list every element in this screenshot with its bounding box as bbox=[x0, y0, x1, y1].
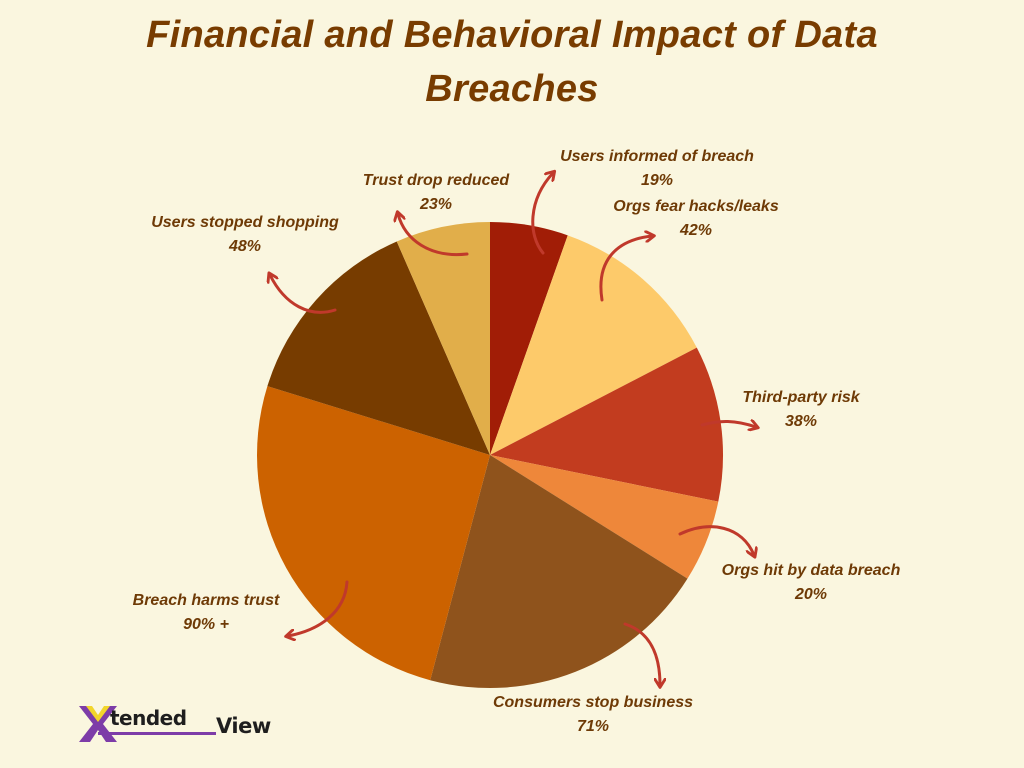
arrow-orgs-fear bbox=[599, 236, 652, 302]
pie-slices bbox=[257, 222, 723, 689]
label-users-stopped: Users stopped shopping 48% bbox=[151, 214, 339, 255]
label-orgs-hit: Orgs hit by data breach 20% bbox=[721, 562, 901, 603]
arrow-breach-harms bbox=[288, 580, 349, 636]
pie-slice-users-stopped-shopping bbox=[267, 241, 490, 455]
brand-name-part1: tended bbox=[110, 706, 187, 730]
brand-name-part2: View bbox=[216, 714, 271, 738]
callout-arrows bbox=[270, 173, 756, 685]
label-trust-drop: Trust drop reduced 23% bbox=[362, 172, 510, 213]
pie-slice-breach-harms-trust bbox=[257, 386, 490, 681]
label-third-party: Third-party risk 38% bbox=[742, 389, 860, 430]
label-consumers-stop: Consumers stop business 71% bbox=[492, 694, 694, 735]
chart-title-line-2: Breaches bbox=[425, 68, 599, 110]
brand-underline bbox=[98, 732, 216, 735]
pie-slice-users-informed-of-breach bbox=[490, 222, 568, 455]
arrow-consumers-stop bbox=[623, 622, 660, 685]
pie-slice-third-party-risk bbox=[490, 347, 723, 502]
chart-title: Financial and Behavioral Impact of Data … bbox=[0, 8, 1024, 116]
pie-slice-consumers-stop-business bbox=[430, 455, 688, 689]
label-orgs-fear: Orgs fear hacks/leaks 42% bbox=[613, 198, 779, 239]
brand-logo: tended View bbox=[78, 704, 278, 744]
arrow-users-informed bbox=[531, 173, 553, 255]
arrow-third-party bbox=[700, 421, 756, 427]
pie-slice-orgs-fear-hacks-leaks bbox=[490, 235, 697, 455]
pie-slice-trust-drop-reduced bbox=[396, 222, 490, 455]
pie-slice-orgs-hit-by-data-breach bbox=[490, 455, 719, 579]
arrow-users-stopped bbox=[270, 275, 337, 314]
label-users-informed: Users informed of breach 19% bbox=[560, 148, 754, 189]
label-breach-harms: Breach harms trust 90% + bbox=[132, 592, 280, 633]
arrow-orgs-hit bbox=[678, 525, 754, 555]
chart-title-line-1: Financial and Behavioral Impact of Data bbox=[146, 14, 878, 56]
arrow-trust-drop bbox=[398, 214, 469, 257]
